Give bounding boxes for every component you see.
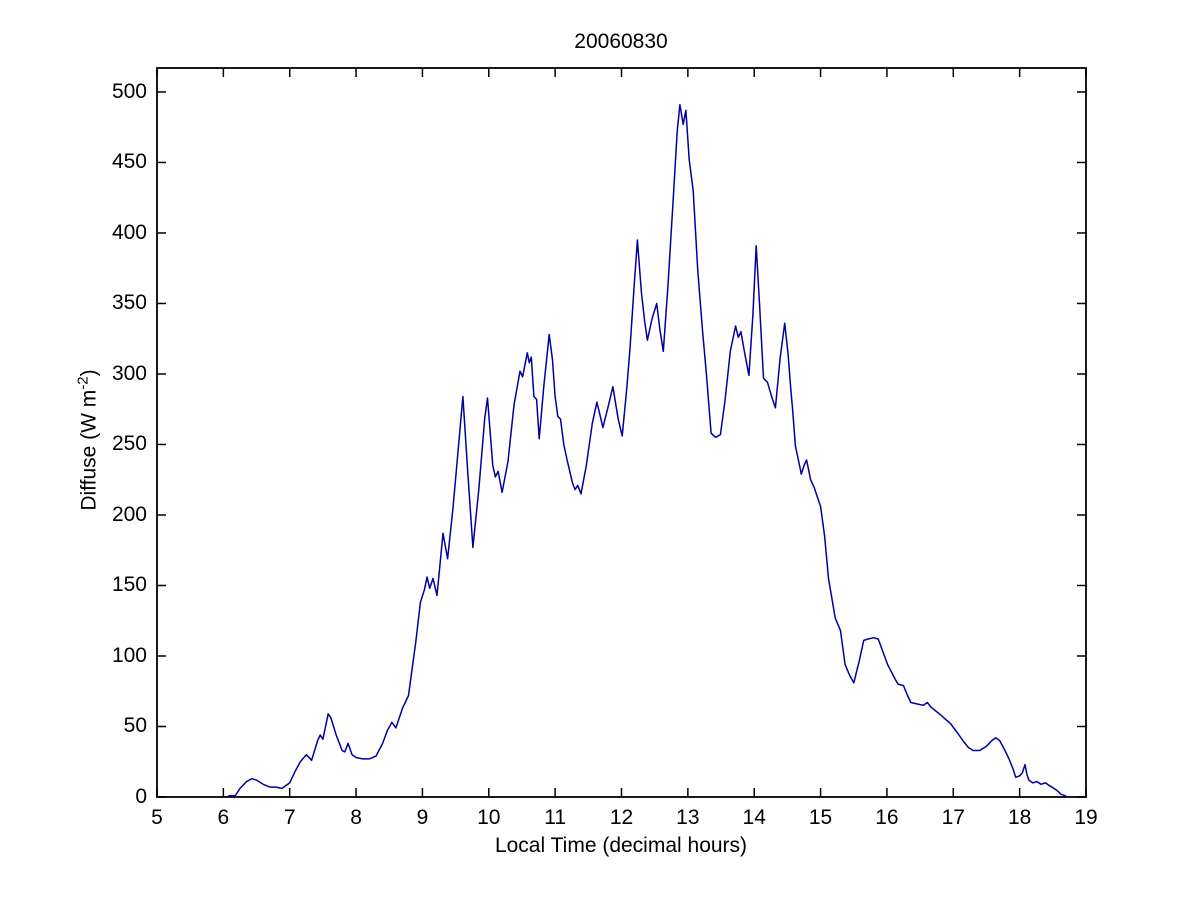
x-tick-label: 9: [416, 806, 429, 829]
y-tick-label: 400: [111, 220, 147, 244]
y-axis-label-base: Diffuse (W m: [77, 389, 101, 511]
chart-title: 20060830: [574, 30, 668, 53]
y-tick-label: 0: [135, 785, 147, 808]
x-tick-label: 8: [350, 806, 362, 829]
y-tick-label: 100: [111, 643, 147, 667]
y-axis-label-close: ): [77, 369, 101, 377]
x-tick-label: 15: [808, 806, 833, 829]
y-tick-label: 350: [111, 291, 147, 315]
x-tick-label: 11: [544, 806, 567, 829]
x-tick-label: 7: [283, 806, 296, 829]
x-tick-label: 16: [875, 806, 899, 829]
y-tick-label: 50: [123, 714, 147, 738]
y-tick-label: 500: [111, 79, 147, 103]
x-tick-label: 17: [941, 806, 965, 829]
x-tick-label: 5: [151, 806, 163, 829]
y-axis-label: Diffuse (W m-2): [75, 369, 102, 510]
x-tick-label: 14: [742, 806, 766, 829]
y-tick-label: 450: [111, 150, 147, 174]
y-tick-label: 150: [111, 573, 147, 597]
x-tick-label: 19: [1074, 806, 1098, 829]
y-tick-label: 200: [111, 502, 147, 526]
x-tick-label: 13: [676, 806, 700, 829]
x-tick-label: 10: [477, 806, 501, 829]
x-tick-label: 12: [609, 806, 634, 829]
y-tick-label: 250: [111, 432, 147, 456]
x-tick-label: 6: [217, 806, 230, 829]
x-axis-label: Local Time (decimal hours): [494, 834, 748, 857]
x-tick-label: 18: [1007, 806, 1032, 829]
y-axis-label-exponent: -2: [74, 376, 92, 390]
data-line-diffuse: [225, 103, 1069, 798]
y-tick-label: 300: [111, 361, 147, 385]
